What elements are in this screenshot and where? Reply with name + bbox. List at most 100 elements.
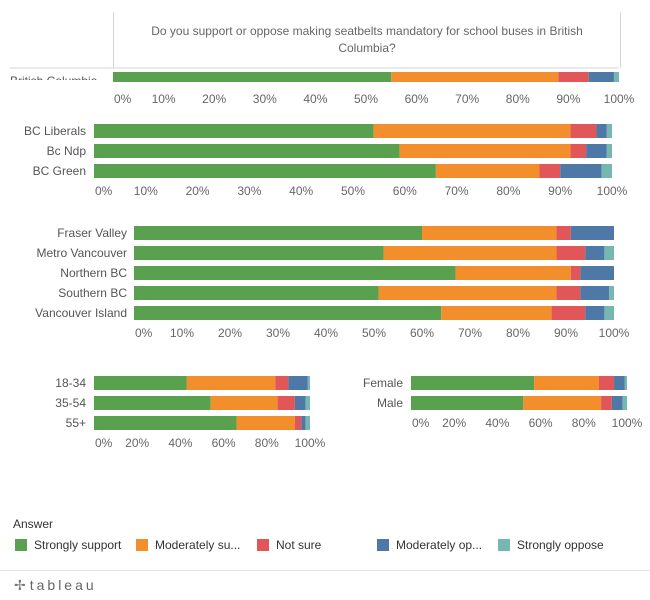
bar-segment-moderately-oppose[interactable]: Vancouver Island: Moderately oppose 4% <box>585 306 605 320</box>
bar-segment-strongly-support[interactable]: BC Green: Strongly support 66% <box>94 164 436 178</box>
bar-segment-strongly-support[interactable]: 18-34: Strongly support 43% <box>94 376 187 390</box>
bar-row[interactable]: Bc Ndp: Strongly support 59%Bc Ndp: Mode… <box>94 144 612 158</box>
tick-label: 0% <box>95 436 113 450</box>
bar-segment-strongly-oppose[interactable]: Male: Strongly oppose 2% <box>622 396 627 410</box>
bar-segment-moderately-oppose[interactable]: BC Green: Moderately oppose 8% <box>560 164 602 178</box>
tick-label: 60% <box>393 184 417 198</box>
bar-segment-strongly-support[interactable]: BC Liberals: Strongly support 54% <box>94 124 374 138</box>
bar-segment-moderately-support[interactable]: Northern BC: Moderately support 24% <box>455 266 571 280</box>
bar-segment-strongly-oppose[interactable]: Southern BC: Strongly oppose 1% <box>609 286 614 300</box>
chart-title: Do you support or oppose making seatbelt… <box>151 24 583 55</box>
bar-row[interactable]: BC Green: Strongly support 66%BC Green: … <box>94 164 612 178</box>
bar-segment-strongly-support[interactable]: Metro Vancouver: Strongly support 52% <box>134 246 384 260</box>
bar-row[interactable]: Southern BC: Strongly support 51%Souther… <box>134 286 614 300</box>
bar-segment-moderately-support[interactable]: BC Green: Moderately support 20% <box>435 164 540 178</box>
bar-segment-moderately-support[interactable]: BC Liberals: Moderately support 38% <box>373 124 571 138</box>
bar-segment-not-sure[interactable]: 18-34: Not sure 6% <box>275 376 289 390</box>
bar-row[interactable]: Metro Vancouver: Strongly support 52%Met… <box>134 246 614 260</box>
legend-item-moderately-oppose[interactable]: Moderately op... <box>377 537 482 553</box>
bar-segment-not-sure[interactable]: Male: Not sure 5% <box>601 396 612 410</box>
bar-segment-moderately-oppose[interactable]: Southern BC: Moderately oppose 6% <box>580 286 610 300</box>
bar-segment-moderately-support[interactable]: 35-54: Moderately support 31% <box>210 396 278 410</box>
bar-segment-moderately-support[interactable]: Metro Vancouver: Moderately support 36% <box>383 246 557 260</box>
bar-segment-moderately-support[interactable]: Bc Ndp: Moderately support 33% <box>399 144 571 158</box>
tick-label: 40% <box>289 184 313 198</box>
bar-segment-strongly-oppose[interactable]: Metro Vancouver: Strongly oppose 2% <box>604 246 614 260</box>
bar-segment-strongly-support[interactable]: Southern BC: Strongly support 51% <box>134 286 379 300</box>
bar-segment-moderately-support[interactable]: 55+: Moderately support 27% <box>236 416 295 430</box>
tick-label: 0% <box>135 326 153 340</box>
bar-segment-not-sure[interactable]: BC Liberals: Not sure 5% <box>570 124 597 138</box>
tick-label: 20% <box>442 416 466 430</box>
bar-row[interactable]: 18-34: Strongly support 43%18-34: Modera… <box>94 376 310 390</box>
tick-label: 40% <box>168 436 192 450</box>
tableau-footer[interactable]: ✢ tableau <box>14 576 97 594</box>
bar-row[interactable]: Northern BC: Strongly support 67%Norther… <box>134 266 614 280</box>
bar-segment-not-sure[interactable]: Female: Not sure 7% <box>598 376 615 390</box>
bar-segment-strongly-oppose[interactable]: BC Green: Strongly oppose 2% <box>601 164 612 178</box>
bar-segment-not-sure[interactable]: Metro Vancouver: Not sure 6% <box>556 246 586 260</box>
bar-segment-not-sure[interactable]: Fraser Valley: Not sure 3% <box>556 226 571 240</box>
tableau-logo-icon: ✢ <box>14 576 26 593</box>
bar-row[interactable]: Male: Strongly support 52%Male: Moderate… <box>411 396 627 410</box>
bar-segment-strongly-oppose[interactable]: Vancouver Island: Strongly oppose 2% <box>604 306 614 320</box>
bar-segment-moderately-support[interactable]: Southern BC: Moderately support 37% <box>378 286 557 300</box>
bar-segment-moderately-oppose[interactable]: Female: Moderately oppose 5% <box>614 376 625 390</box>
bar-segment-moderately-oppose[interactable]: British Columbia: Moderately oppose 5% <box>588 72 614 82</box>
bar-row[interactable]: British Columbia: Strongly support 55%Br… <box>113 72 619 82</box>
bar-segment-not-sure[interactable]: 35-54: Not sure 8% <box>277 396 295 410</box>
bar-row[interactable]: 35-54: Strongly support 54%35-54: Modera… <box>94 396 310 410</box>
bar-segment-strongly-support[interactable]: British Columbia: Strongly support 55% <box>113 72 392 82</box>
bar-segment-strongly-oppose[interactable]: BC Liberals: Strongly oppose 1% <box>606 124 612 138</box>
bar-segment-moderately-support[interactable]: Fraser Valley: Moderately support 28% <box>422 226 557 240</box>
legend-item-moderately-support[interactable]: Moderately su... <box>136 537 240 553</box>
bar-segment-moderately-oppose[interactable]: Bc Ndp: Moderately oppose 4% <box>586 144 607 158</box>
bar-segment-strongly-oppose[interactable]: 35-54: Strongly oppose 2% <box>305 396 310 410</box>
bar-segment-strongly-support[interactable]: Northern BC: Strongly support 67% <box>134 266 456 280</box>
bar-segment-not-sure[interactable]: Northern BC: Not sure 2% <box>570 266 581 280</box>
bar-segment-strongly-support[interactable]: 55+: Strongly support 66% <box>94 416 237 430</box>
bar-row[interactable]: Female: Strongly support 57%Female: Mode… <box>411 376 627 390</box>
bar-row[interactable]: Fraser Valley: Strongly support 60%Frase… <box>134 226 614 240</box>
bar-segment-moderately-support[interactable]: Female: Moderately support 30% <box>534 376 599 390</box>
legend-item-strongly-support[interactable]: Strongly support <box>15 537 121 553</box>
bar-segment-moderately-oppose[interactable]: Metro Vancouver: Moderately oppose 4% <box>585 246 605 260</box>
bar-segment-moderately-oppose[interactable]: Northern BC: Moderately oppose 7% <box>580 266 614 280</box>
bar-segment-strongly-oppose[interactable]: Female: Strongly oppose 1% <box>624 376 627 390</box>
bar-segment-strongly-oppose[interactable]: 55+: Strongly oppose 2% <box>305 416 310 430</box>
bar-segment-moderately-oppose[interactable]: Male: Moderately oppose 5% <box>611 396 623 410</box>
bar-segment-strongly-support[interactable]: 35-54: Strongly support 54% <box>94 396 211 410</box>
bar-segment-not-sure[interactable]: Southern BC: Not sure 5% <box>556 286 581 300</box>
bar-segment-not-sure[interactable]: Vancouver Island: Not sure 7% <box>551 306 586 320</box>
bar-segment-strongly-support[interactable]: Vancouver Island: Strongly support 64% <box>134 306 442 320</box>
bar-segment-moderately-support[interactable]: British Columbia: Moderately support 33% <box>391 72 559 82</box>
bar-segment-strongly-oppose[interactable]: 18-34: Strongly oppose 1% <box>307 376 310 390</box>
bar-segment-strongly-oppose[interactable]: Bc Ndp: Strongly oppose 1% <box>606 144 612 158</box>
bar-segment-moderately-oppose[interactable]: Fraser Valley: Moderately oppose 9% <box>570 226 614 240</box>
bar-segment-strongly-oppose[interactable]: British Columbia: Strongly oppose 1% <box>613 72 619 82</box>
bar-row[interactable]: 55+: Strongly support 66%55+: Moderately… <box>94 416 310 430</box>
bar-segment-moderately-oppose[interactable]: 55+: Moderately oppose 2% <box>301 416 306 430</box>
bar-segment-not-sure[interactable]: Bc Ndp: Not sure 3% <box>570 144 587 158</box>
tick-label: 80% <box>506 326 530 340</box>
bar-segment-not-sure[interactable]: 55+: Not sure 3% <box>294 416 302 430</box>
bar-segment-moderately-oppose[interactable]: 18-34: Moderately oppose 9% <box>288 376 308 390</box>
bar-segment-moderately-support[interactable]: Male: Moderately support 36% <box>523 396 602 410</box>
bar-segment-not-sure[interactable]: British Columbia: Not sure 6% <box>558 72 589 82</box>
bar-segment-moderately-support[interactable]: 18-34: Moderately support 41% <box>186 376 276 390</box>
bar-segment-strongly-support[interactable]: Bc Ndp: Strongly support 59% <box>94 144 400 158</box>
bar-segment-moderately-support[interactable]: Vancouver Island: Moderately support 23% <box>441 306 552 320</box>
bar-segment-not-sure[interactable]: BC Green: Not sure 4% <box>539 164 561 178</box>
bar-segment-moderately-oppose[interactable]: 35-54: Moderately oppose 5% <box>294 396 306 410</box>
bar-segment-strongly-support[interactable]: Fraser Valley: Strongly support 60% <box>134 226 422 240</box>
legend-item-strongly-oppose[interactable]: Strongly oppose <box>498 537 604 553</box>
bar-row[interactable]: BC Liberals: Strongly support 54%BC Libe… <box>94 124 612 138</box>
bar-segment-moderately-oppose[interactable]: BC Liberals: Moderately oppose 2% <box>596 124 607 138</box>
legend-item-not-sure[interactable]: Not sure <box>257 537 321 553</box>
tick-label: 20% <box>202 92 226 106</box>
tick-label: 100% <box>604 92 635 106</box>
bar-segment-strongly-support[interactable]: Female: Strongly support 57% <box>411 376 535 390</box>
bar-row[interactable]: Vancouver Island: Strongly support 64%Va… <box>134 306 614 320</box>
bar-segment-strongly-support[interactable]: Male: Strongly support 52% <box>411 396 524 410</box>
